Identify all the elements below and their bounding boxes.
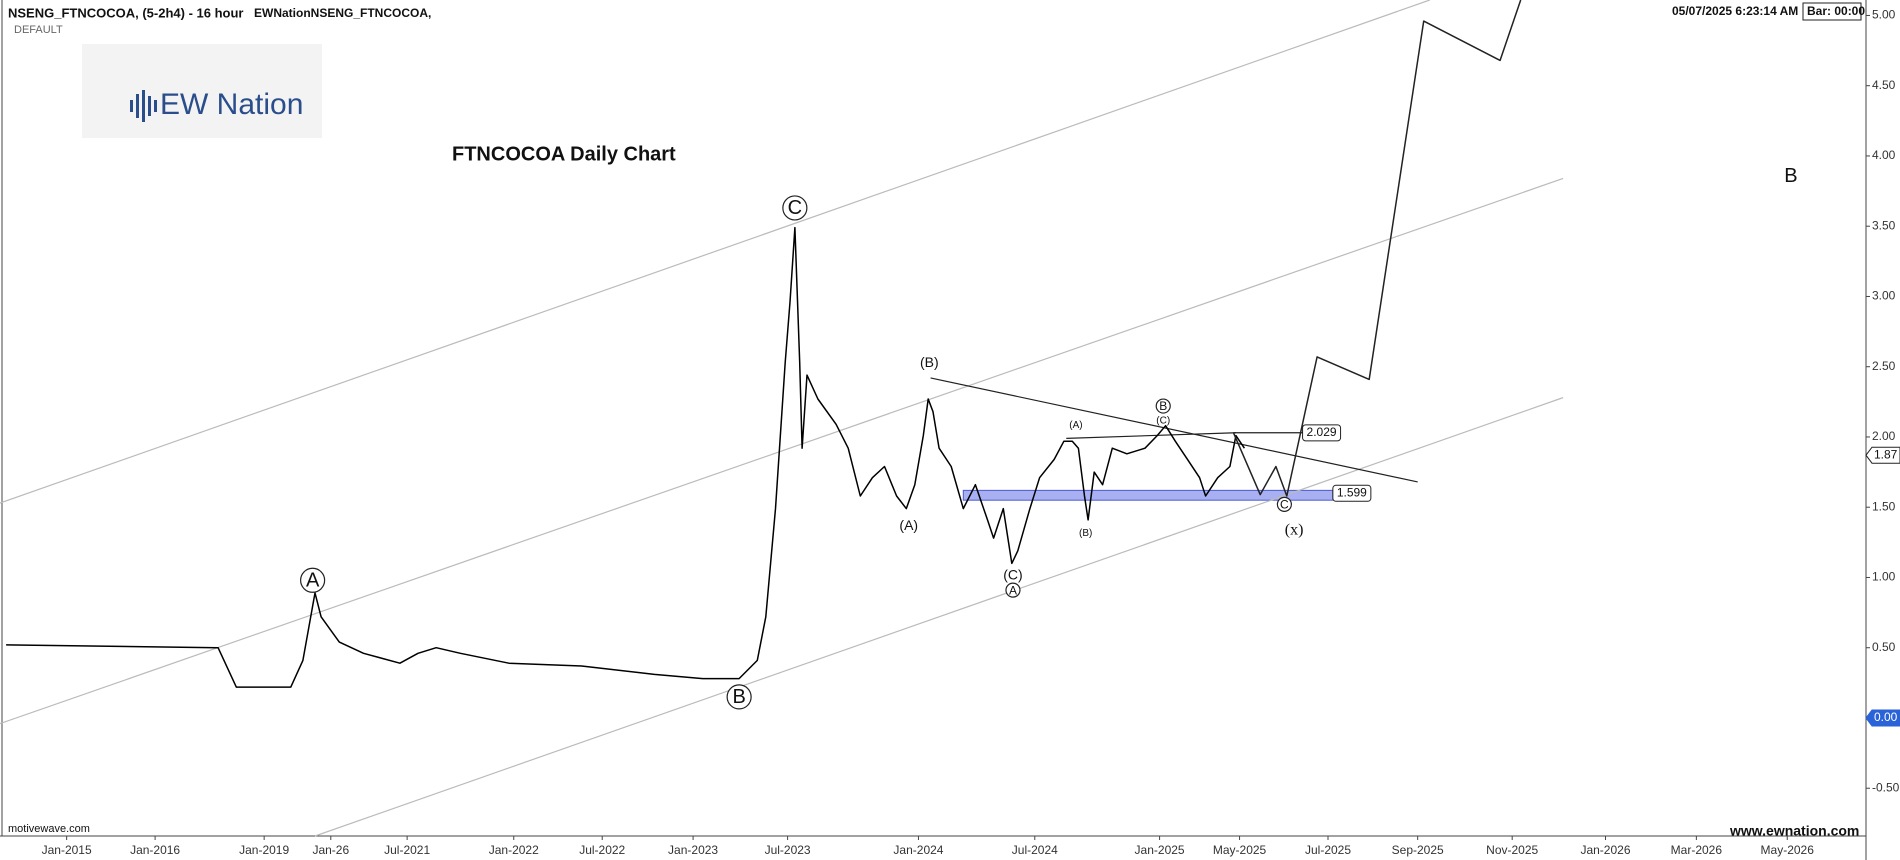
y-tick-label: 3.50 — [1872, 218, 1896, 232]
y-tick-label: 4.00 — [1872, 148, 1896, 162]
price-line — [1232, 0, 1522, 497]
x-tick-label: Nov-2025 — [1486, 843, 1538, 857]
x-tick-label: Jul-2022 — [579, 843, 625, 857]
y-tick-label: 1.00 — [1872, 570, 1896, 584]
y-tick-label: 4.50 — [1872, 78, 1896, 92]
symbol: NSENG_FTNCOCOA, (5-2h4) - 16 hour — [8, 5, 243, 20]
support-zone — [962, 489, 1334, 501]
trendline — [0, 177, 1564, 725]
bar-timer-box — [1802, 2, 1862, 21]
x-tick-label: May-2025 — [1213, 843, 1267, 857]
trendline — [930, 377, 1418, 483]
wave-circle — [1005, 582, 1021, 598]
x-tick-label: Jan-2025 — [1135, 843, 1185, 857]
study: EWNationNSENG_FTNCOCOA, — [254, 6, 431, 20]
trendline — [1066, 432, 1236, 439]
wave-label: B — [1159, 399, 1167, 413]
x-tick-label: Jan-2024 — [893, 843, 943, 857]
x-tick-label: Jul-2025 — [1305, 843, 1351, 857]
trendline — [0, 0, 1430, 504]
wave-label: (B) — [1079, 528, 1092, 539]
x-tick-label: Jan-2023 — [668, 843, 718, 857]
x-tick-label: Jul-2023 — [765, 843, 811, 857]
price-tag-label: 0.00 — [1874, 710, 1898, 724]
x-tick-label: Jan-2022 — [489, 843, 539, 857]
x-tick-label: Jan-2016 — [130, 843, 180, 857]
price-line — [6, 226, 1246, 688]
wave-label: B — [1784, 165, 1797, 187]
wave-circle — [1276, 496, 1292, 513]
footer-left: motivewave.com — [8, 823, 90, 835]
wave-circle — [726, 684, 752, 710]
level-box — [1302, 424, 1342, 442]
level-label: 1.599 — [1337, 485, 1367, 499]
logo-box — [82, 44, 322, 138]
x-tick-label: Jul-2024 — [1012, 843, 1058, 857]
wave-label: A — [1009, 583, 1017, 597]
trendline — [314, 397, 1564, 837]
x-tick-label: Sep-2025 — [1392, 843, 1444, 857]
x-tick-label: Jul-2021 — [384, 843, 430, 857]
wave-label: (x) — [1285, 521, 1304, 538]
x-tick-label: Jan-26 — [312, 843, 349, 857]
bar-timer: Bar: 00:00 — [1807, 4, 1865, 18]
x-tick-label: Jan-2026 — [1580, 843, 1630, 857]
level-label: 2.029 — [1307, 425, 1337, 439]
logo-text: EW Nation — [160, 88, 303, 121]
layout: DEFAULT — [14, 24, 63, 36]
level-box — [1332, 484, 1372, 502]
x-tick-label: May-2026 — [1761, 843, 1815, 857]
wave-label: C — [788, 197, 802, 219]
wave-label: (C) — [1003, 566, 1022, 582]
y-tick-label: 3.00 — [1872, 289, 1896, 303]
y-tick-label: 0.50 — [1872, 640, 1896, 654]
y-tick-label: -0.50 — [1872, 780, 1900, 794]
y-tick-label: 2.00 — [1872, 429, 1896, 443]
wave-label: (A) — [899, 517, 918, 533]
wave-circle — [1155, 398, 1171, 414]
wave-label: (A) — [1069, 420, 1082, 431]
y-tick-label: 1.50 — [1872, 499, 1896, 513]
price-tag — [1865, 709, 1900, 727]
wave-label: (C) — [1156, 416, 1170, 427]
timestamp: 05/07/2025 6:23:14 AM — [1672, 4, 1798, 18]
wave-circle — [300, 567, 326, 593]
x-tick-label: Jan-2015 — [42, 843, 92, 857]
price-tag — [1865, 446, 1900, 464]
wave-circle — [782, 195, 808, 221]
logo-waveform — [130, 90, 157, 122]
chart-title: FTNCOCOA Daily Chart — [452, 143, 676, 165]
wave-label: A — [306, 570, 320, 592]
price-tag-label: 1.87 — [1874, 447, 1898, 461]
y-tick-label: 5.00 — [1872, 8, 1896, 22]
x-tick-label: Mar-2026 — [1671, 843, 1723, 857]
footer-right: www.ewnation.com — [1729, 823, 1859, 839]
wave-label: (B) — [920, 354, 939, 370]
wave-label: C — [1280, 498, 1289, 512]
y-tick-label: 2.50 — [1872, 359, 1896, 373]
wave-label: B — [732, 686, 745, 708]
x-tick-label: Jan-2019 — [239, 843, 289, 857]
